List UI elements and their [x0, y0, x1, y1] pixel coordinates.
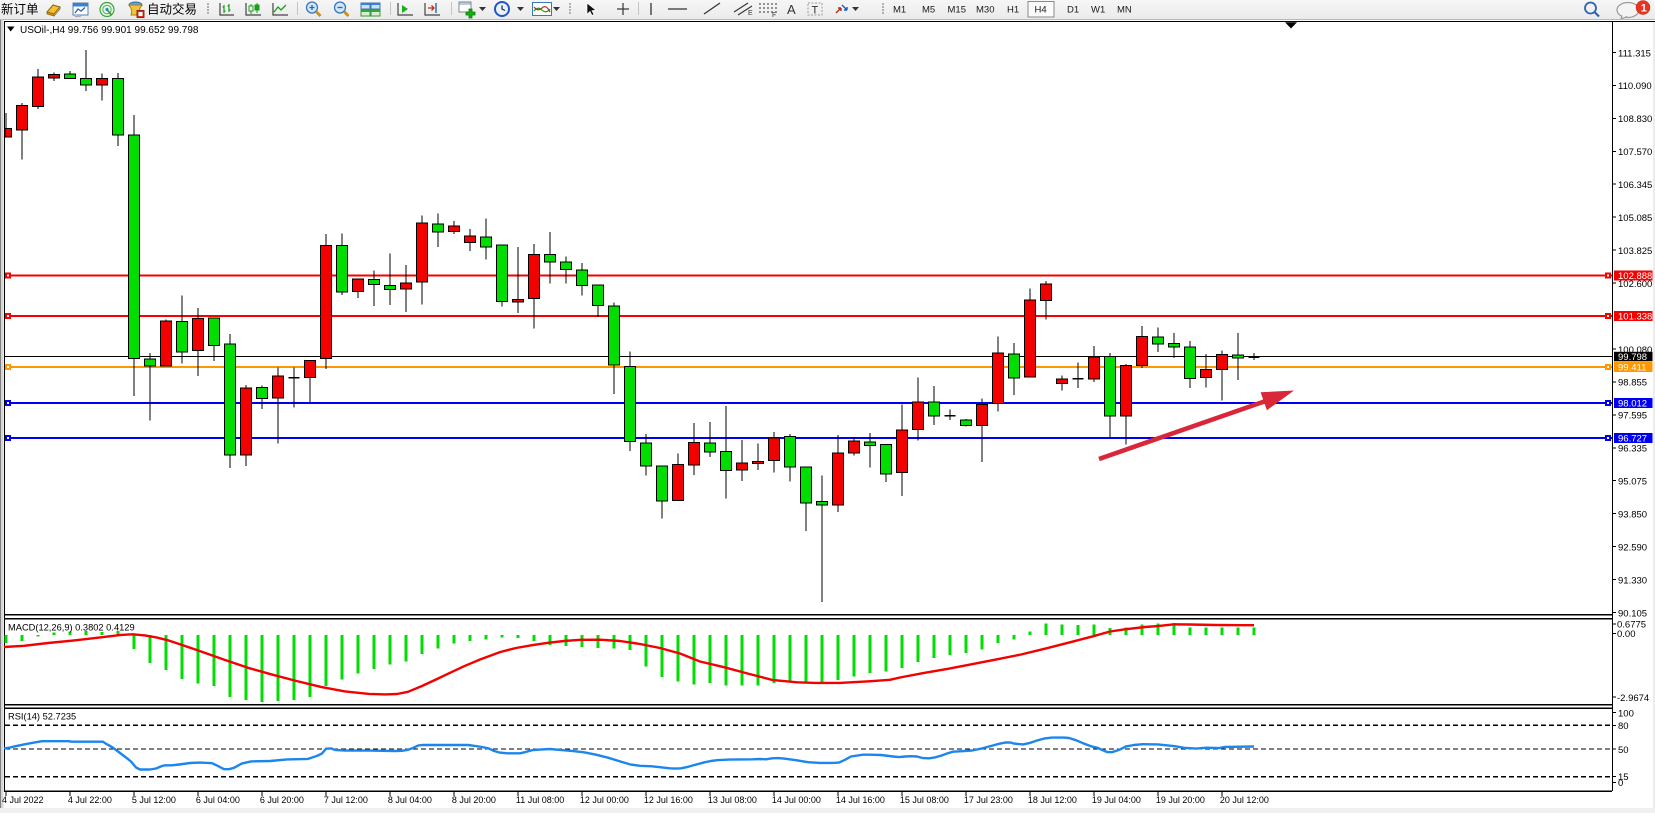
- svg-text:5 Jul 12:00: 5 Jul 12:00: [132, 795, 176, 805]
- svg-text:18 Jul 12:00: 18 Jul 12:00: [1028, 795, 1077, 805]
- svg-text:50: 50: [1618, 745, 1629, 756]
- svg-text:8 Jul 04:00: 8 Jul 04:00: [388, 795, 432, 805]
- svg-text:W1: W1: [1091, 5, 1105, 16]
- svg-text:0: 0: [1618, 778, 1623, 789]
- svg-text:14 Jul 00:00: 14 Jul 00:00: [772, 795, 821, 805]
- svg-text:1: 1: [1641, 3, 1647, 15]
- svg-text:D1: D1: [1067, 5, 1079, 16]
- svg-text:95.075: 95.075: [1618, 477, 1647, 488]
- svg-text:102.600: 102.600: [1618, 279, 1652, 290]
- svg-text:T: T: [812, 5, 819, 17]
- svg-text:15: 15: [1618, 772, 1629, 783]
- svg-text:101.338: 101.338: [1618, 312, 1652, 323]
- svg-text:108.830: 108.830: [1618, 114, 1652, 125]
- svg-text:M15: M15: [948, 5, 966, 16]
- svg-text:19 Jul 04:00: 19 Jul 04:00: [1092, 795, 1141, 805]
- svg-text:96.727: 96.727: [1618, 434, 1647, 445]
- svg-text:12 Jul 16:00: 12 Jul 16:00: [644, 795, 693, 805]
- svg-text:新订单: 新订单: [1, 2, 39, 17]
- svg-text:USOil-,H4 99.756 99.901 99.65: USOil-,H4 99.756 99.901 99.652 99.798: [20, 25, 199, 36]
- svg-text:14 Jul 16:00: 14 Jul 16:00: [836, 795, 885, 805]
- svg-text:97.595: 97.595: [1618, 411, 1647, 422]
- svg-text:H1: H1: [1007, 5, 1019, 16]
- svg-text:100.080: 100.080: [1618, 345, 1652, 356]
- svg-text:6 Jul 04:00: 6 Jul 04:00: [196, 795, 240, 805]
- svg-text:19 Jul 20:00: 19 Jul 20:00: [1156, 795, 1205, 805]
- svg-text:103.825: 103.825: [1618, 246, 1652, 257]
- svg-text:102.888: 102.888: [1618, 271, 1652, 282]
- svg-text:M30: M30: [976, 5, 994, 16]
- svg-text:0.6775: 0.6775: [1617, 620, 1646, 631]
- svg-text:110.090: 110.090: [1618, 81, 1652, 92]
- svg-text:17 Jul 23:00: 17 Jul 23:00: [964, 795, 1013, 805]
- svg-text:111.315: 111.315: [1618, 48, 1651, 59]
- svg-text:0.00: 0.00: [1617, 629, 1636, 640]
- svg-text:自动交易: 自动交易: [147, 2, 197, 17]
- svg-text:100: 100: [1618, 709, 1634, 720]
- svg-text:E: E: [748, 10, 753, 17]
- svg-text:M5: M5: [922, 5, 935, 16]
- svg-text:12 Jul 00:00: 12 Jul 00:00: [580, 795, 629, 805]
- svg-text:105.085: 105.085: [1618, 213, 1652, 224]
- svg-text:107.570: 107.570: [1618, 147, 1652, 158]
- svg-text:MN: MN: [1117, 5, 1132, 16]
- svg-text:96.335: 96.335: [1618, 444, 1647, 455]
- svg-text:99.411: 99.411: [1618, 363, 1646, 374]
- svg-text:7 Jul 12:00: 7 Jul 12:00: [324, 795, 368, 805]
- svg-text:RSI(14) 52.7235: RSI(14) 52.7235: [8, 712, 76, 722]
- svg-text:92.590: 92.590: [1618, 542, 1647, 553]
- svg-text:4 Jul 2022: 4 Jul 2022: [2, 795, 44, 805]
- svg-text:91.330: 91.330: [1618, 575, 1647, 586]
- svg-text:MACD(12,26,9) 0.3802 0.4129: MACD(12,26,9) 0.3802 0.4129: [8, 623, 135, 633]
- svg-text:90.105: 90.105: [1618, 608, 1647, 619]
- svg-text:H4: H4: [1035, 5, 1047, 16]
- svg-text:M1: M1: [893, 5, 906, 16]
- svg-text:6 Jul 20:00: 6 Jul 20:00: [260, 795, 304, 805]
- svg-text:4 Jul 22:00: 4 Jul 22:00: [68, 795, 112, 805]
- svg-text:93.850: 93.850: [1618, 510, 1647, 521]
- svg-text:98.012: 98.012: [1618, 399, 1647, 410]
- svg-text:13 Jul 08:00: 13 Jul 08:00: [708, 795, 757, 805]
- svg-text:15 Jul 08:00: 15 Jul 08:00: [900, 795, 949, 805]
- svg-text:-2.9674: -2.9674: [1617, 693, 1649, 704]
- svg-text:20 Jul 12:00: 20 Jul 12:00: [1220, 795, 1269, 805]
- svg-text:98.855: 98.855: [1618, 378, 1647, 389]
- svg-text:11 Jul 08:00: 11 Jul 08:00: [516, 795, 564, 805]
- svg-text:8 Jul 20:00: 8 Jul 20:00: [452, 795, 496, 805]
- svg-text:80: 80: [1618, 721, 1629, 732]
- svg-text:F: F: [772, 12, 776, 19]
- svg-text:99.798: 99.798: [1618, 352, 1647, 363]
- svg-text:106.345: 106.345: [1618, 180, 1652, 191]
- svg-text:A: A: [787, 2, 796, 17]
